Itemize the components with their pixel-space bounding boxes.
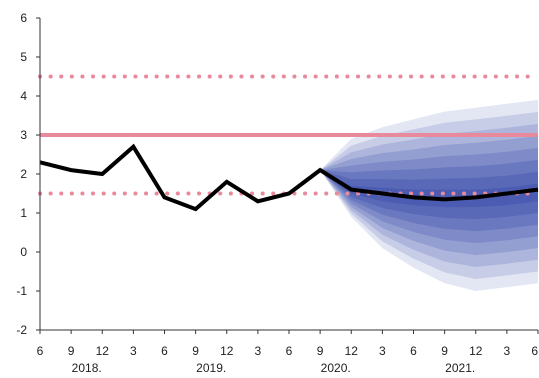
y-tick-label: -1 [16,284,27,298]
year-label: 2021. [445,361,475,375]
x-tick-label: 6 [410,344,417,358]
x-tick-label: 9 [68,344,75,358]
fan-layer-6 [320,159,538,232]
x-tick-label: 3 [379,344,386,358]
x-tick-label: 6 [37,344,44,358]
y-tick-label: 4 [20,89,27,103]
y-tick-label: -2 [16,323,27,337]
fan-layer-5 [320,147,538,244]
x-tick-label: 6 [531,344,538,358]
x-tick-label: 9 [317,344,324,358]
x-tick-label: 9 [192,344,199,358]
fan-layer-4 [320,135,538,256]
year-labels: 2018. 2019. 2020. 2021. [72,361,476,375]
forecast-fan [320,99,538,292]
fan-layer-1 [320,99,538,292]
x-tick-label: 6 [286,344,293,358]
x-tick-label: 12 [345,344,359,358]
fan-layer-3 [320,123,538,268]
x-tick-label: 3 [504,344,511,358]
fan-layer-7 [320,170,538,220]
x-tick-label: 12 [96,344,110,358]
tolerance-band [38,74,539,196]
y-tick-label: 2 [20,167,27,181]
series-layer [39,143,539,212]
inflation-line-1 [39,143,539,212]
y-tick-label: 3 [20,128,27,142]
year-label: 2018. [72,361,102,375]
x-tick-label: 9 [441,344,448,358]
fan-layer-2 [320,111,538,280]
y-tick-labels: -2 -1 0 1 2 3 4 5 6 [16,11,40,337]
y-tick-label: 6 [20,11,27,25]
year-label: 2020. [321,361,351,375]
y-tick-label: 0 [20,245,27,259]
y-tick-label: 1 [20,206,27,220]
x-tick-label: 3 [130,344,137,358]
x-tick-label: 6 [161,344,168,358]
x-tick-label: 12 [220,344,234,358]
x-tick-label: 3 [255,344,262,358]
y-tick-label: 5 [20,50,27,64]
x-tick-labels: 6 9 12 3 6 9 12 3 6 9 12 3 6 9 12 3 6 [37,330,539,358]
year-label: 2019. [196,361,226,375]
x-tick-label: 12 [469,344,483,358]
